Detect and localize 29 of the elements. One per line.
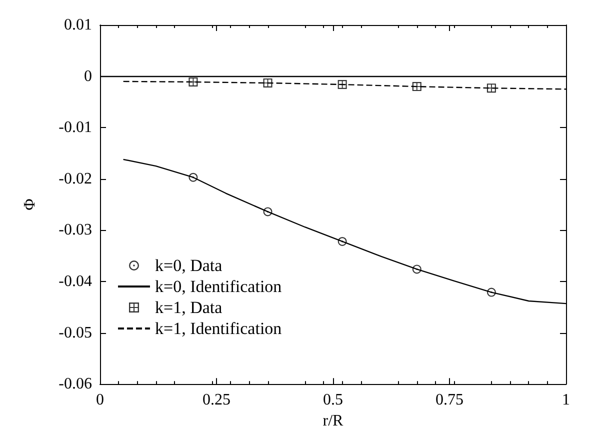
point	[263, 78, 272, 88]
y-tick-label: -0.02	[58, 170, 92, 188]
point	[486, 288, 496, 297]
point	[338, 80, 347, 90]
legend-label: k=1, Identification	[155, 319, 282, 338]
legend-label: k=1, Data	[155, 298, 223, 317]
x-tick-label: 0.5	[323, 392, 343, 409]
legend-label: k=0, Identification	[155, 277, 282, 296]
y-tick-label: -0.01	[58, 119, 92, 136]
point	[412, 264, 422, 274]
y-tick-label: 0	[84, 68, 92, 85]
y-tick-label: -0.05	[58, 324, 92, 342]
point	[188, 77, 198, 86]
point	[486, 84, 496, 93]
point	[263, 207, 272, 216]
point	[188, 172, 198, 182]
legend-label: k=0, Data	[155, 256, 223, 275]
point	[338, 236, 347, 246]
y-tick-label: -0.04	[58, 273, 92, 290]
y-tick-label: -0.06	[58, 376, 92, 393]
x-tick-label: 0	[96, 392, 104, 409]
x-axis-title: r/R	[322, 412, 344, 430]
y-tick-label: -0.03	[58, 222, 92, 239]
y-axis-title: Φ	[22, 198, 38, 210]
x-tick-label: 0.25	[202, 392, 230, 409]
x-tick-label: 1	[562, 392, 570, 409]
y-tick-label: 0.01	[64, 16, 92, 34]
point	[412, 82, 422, 92]
x-tick-label: 0.75	[436, 392, 464, 409]
